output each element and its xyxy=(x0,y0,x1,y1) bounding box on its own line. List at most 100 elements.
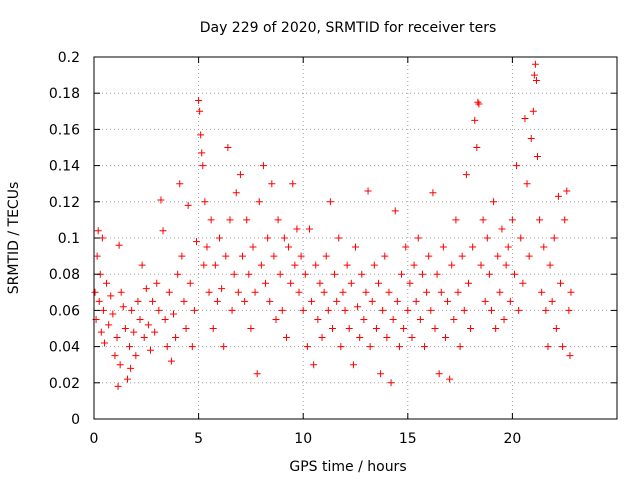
data-point xyxy=(343,261,351,269)
data-point xyxy=(448,261,456,269)
data-point xyxy=(546,261,554,269)
data-point xyxy=(146,346,154,354)
data-point xyxy=(94,227,102,235)
data-point xyxy=(356,334,364,342)
data-point xyxy=(167,357,175,365)
data-point xyxy=(188,343,196,351)
data-point xyxy=(347,279,355,287)
data-point xyxy=(278,306,286,314)
data-point xyxy=(494,252,502,260)
data-point xyxy=(98,234,106,242)
data-point xyxy=(115,241,123,249)
data-point xyxy=(114,382,122,390)
data-point xyxy=(418,270,426,278)
data-point xyxy=(437,288,445,296)
data-point xyxy=(132,352,140,360)
data-point xyxy=(375,279,383,287)
data-point xyxy=(508,216,516,224)
data-point xyxy=(532,77,540,85)
data-point xyxy=(207,216,215,224)
y-tick-label: 0 xyxy=(71,412,80,428)
data-point xyxy=(178,252,186,260)
y-tick-label: 0.12 xyxy=(49,195,80,211)
data-point xyxy=(130,328,138,336)
data-point xyxy=(282,334,290,342)
data-point xyxy=(209,325,217,332)
data-point xyxy=(335,234,343,242)
data-point xyxy=(490,198,498,206)
data-point xyxy=(270,252,278,260)
data-point xyxy=(203,243,211,251)
data-point xyxy=(439,243,447,251)
data-point xyxy=(435,370,443,378)
data-point xyxy=(266,297,274,305)
data-point xyxy=(529,107,537,115)
data-point xyxy=(462,171,470,179)
data-point xyxy=(197,131,205,139)
data-point xyxy=(450,315,458,323)
data-point xyxy=(464,279,472,287)
data-point xyxy=(276,270,284,278)
x-tick-labels: 0 5 10 15 20 xyxy=(90,431,522,447)
data-point xyxy=(559,343,567,351)
data-point xyxy=(515,306,523,314)
data-point xyxy=(456,343,464,351)
data-point xyxy=(425,252,433,260)
data-point xyxy=(299,306,307,314)
data-point xyxy=(186,279,194,287)
data-point xyxy=(400,325,408,332)
data-point xyxy=(345,325,353,332)
data-point xyxy=(99,306,107,314)
data-point xyxy=(534,153,542,161)
data-point xyxy=(446,375,454,383)
data-point xyxy=(408,334,416,342)
data-point xyxy=(117,288,125,296)
data-point xyxy=(387,379,395,387)
data-point xyxy=(523,180,531,188)
data-point xyxy=(414,234,422,242)
data-point xyxy=(548,297,556,305)
x-axis-label: GPS time / hours xyxy=(289,459,406,475)
data-point xyxy=(222,252,230,260)
data-point xyxy=(500,315,508,323)
data-point xyxy=(362,288,370,296)
data-point xyxy=(213,297,221,305)
y-tick-label: 0.04 xyxy=(49,340,80,356)
data-point xyxy=(184,201,192,209)
data-point xyxy=(527,134,535,142)
y-tick-label: 0.02 xyxy=(49,376,80,392)
data-point xyxy=(481,297,489,305)
data-point xyxy=(157,196,165,204)
data-point xyxy=(224,144,232,151)
data-point xyxy=(196,107,204,115)
data-point xyxy=(474,98,482,106)
data-point xyxy=(169,310,177,318)
data-point xyxy=(519,279,527,287)
data-point xyxy=(199,162,207,170)
x-tick-label: 5 xyxy=(194,431,203,447)
data-point xyxy=(251,288,259,296)
data-point xyxy=(504,243,512,251)
data-point xyxy=(339,288,347,296)
data-point xyxy=(406,279,414,287)
data-point xyxy=(136,315,144,323)
data-point xyxy=(128,306,136,314)
data-point xyxy=(454,288,462,296)
data-point xyxy=(105,321,113,329)
data-point xyxy=(391,207,399,215)
data-point xyxy=(228,306,236,314)
data-point xyxy=(429,189,437,197)
data-point xyxy=(134,297,142,305)
data-point xyxy=(245,270,253,278)
data-point xyxy=(471,116,479,124)
data-point xyxy=(247,325,255,332)
data-point xyxy=(293,225,301,233)
data-point xyxy=(312,261,320,269)
data-point xyxy=(116,361,124,369)
data-point xyxy=(182,325,190,332)
data-point xyxy=(563,187,571,195)
data-point xyxy=(423,288,431,296)
data-point xyxy=(190,306,198,314)
data-point xyxy=(174,270,182,278)
data-point xyxy=(97,328,105,336)
